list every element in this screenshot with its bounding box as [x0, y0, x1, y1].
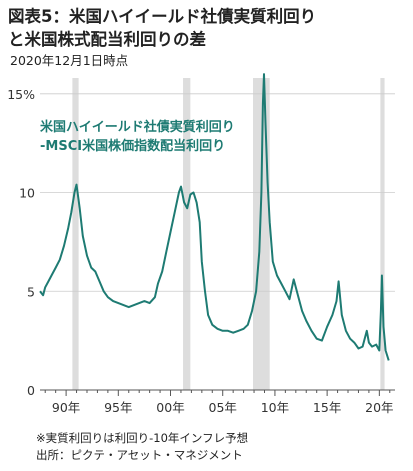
x-tick-label: 10年: [261, 400, 289, 415]
recession-band: [72, 78, 79, 390]
legend-text-line-1: 米国ハイイールド社債実質利回り: [40, 119, 235, 135]
chart-title: 図表5：米国ハイイールド社債実質利回り と米国株式配当利回りの差: [8, 5, 316, 51]
x-tick-label: 90年: [52, 400, 80, 415]
gridlines: 0 5 10 15%: [7, 87, 395, 398]
x-tick-label: 15年: [313, 400, 341, 415]
series-layer: [39, 73, 390, 361]
recession-band: [183, 78, 191, 390]
y-tick-label: 5: [27, 284, 35, 299]
shaded-periods: [72, 78, 385, 390]
title-line-2: と米国株式配当利回りの差: [8, 30, 206, 49]
title-line-1: 図表5：米国ハイイールド社債実質利回り: [8, 7, 317, 26]
series-line: [39, 73, 390, 361]
x-tick-label: 05年: [209, 400, 237, 415]
recession-band: [380, 78, 385, 390]
x-tick-label: 00年: [156, 400, 184, 415]
x-tick-label: 20年: [365, 400, 393, 415]
y-tick-label: 0: [27, 383, 35, 398]
source-note: 出所：ピクテ・アセット・マネジメント: [36, 448, 243, 462]
legend-text-line-2: -MSCI米国株価指数配当利回り: [40, 138, 225, 154]
y-tick-label: 10: [19, 186, 35, 201]
legend: 米国ハイイールド社債実質利回り -MSCI米国株価指数配当利回り: [40, 119, 235, 154]
x-tick-label: 95年: [104, 400, 132, 415]
y-tick-label: 15%: [7, 87, 35, 102]
axes: 90年 95年 00年 05年 10年 15年 20年: [40, 389, 395, 415]
footnote: ※実質利回りは利回り-10年インフレ予想: [36, 431, 249, 445]
recession-band: [253, 78, 270, 390]
footer-notes: ※実質利回りは利回り-10年インフレ予想 出所：ピクテ・アセット・マネジメント: [36, 430, 248, 464]
chart-subtitle: 2020年12月1日時点: [10, 53, 129, 68]
